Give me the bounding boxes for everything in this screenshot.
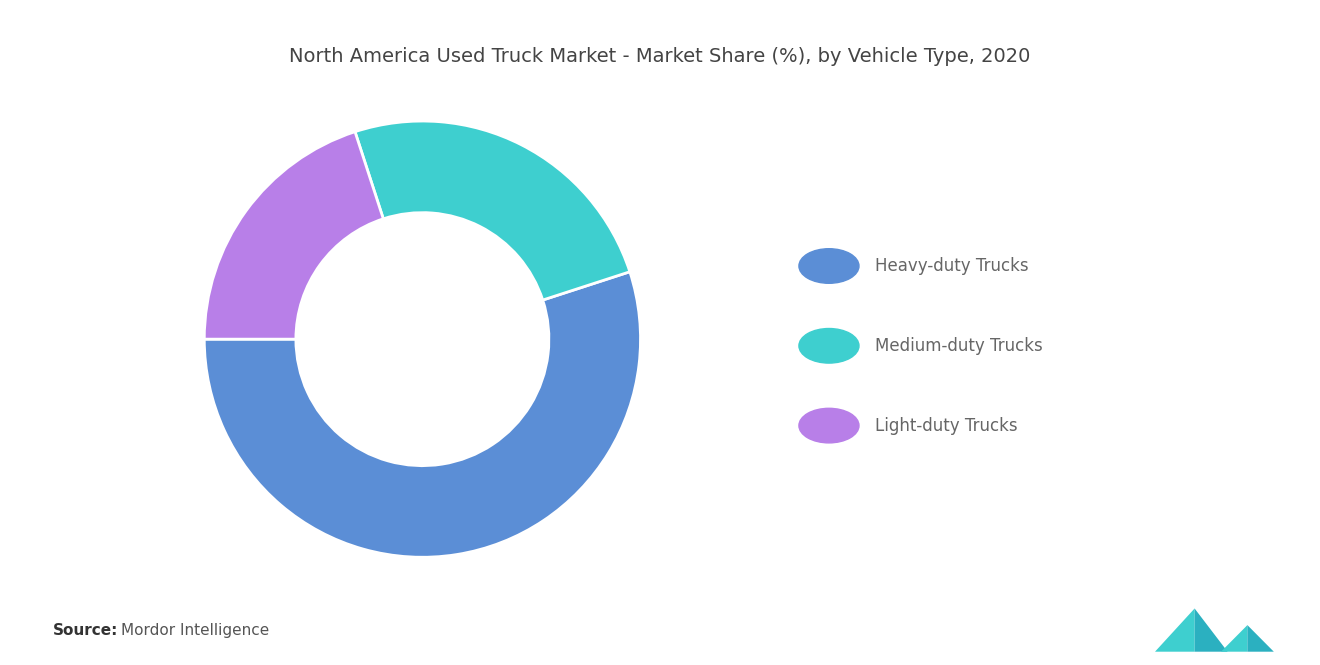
- Wedge shape: [205, 132, 383, 339]
- Polygon shape: [1247, 625, 1274, 652]
- Polygon shape: [1155, 608, 1195, 652]
- Text: Heavy-duty Trucks: Heavy-duty Trucks: [875, 257, 1028, 275]
- Circle shape: [799, 329, 859, 363]
- Circle shape: [799, 408, 859, 443]
- Text: Medium-duty Trucks: Medium-duty Trucks: [875, 336, 1043, 355]
- Text: Source:: Source:: [53, 623, 119, 638]
- Text: Mordor Intelligence: Mordor Intelligence: [121, 623, 269, 638]
- Text: North America Used Truck Market - Market Share (%), by Vehicle Type, 2020: North America Used Truck Market - Market…: [289, 47, 1031, 66]
- Text: Light-duty Trucks: Light-duty Trucks: [875, 416, 1018, 435]
- Wedge shape: [355, 121, 630, 300]
- Circle shape: [799, 249, 859, 283]
- Wedge shape: [205, 272, 640, 557]
- Polygon shape: [1195, 608, 1228, 652]
- Polygon shape: [1221, 625, 1247, 652]
